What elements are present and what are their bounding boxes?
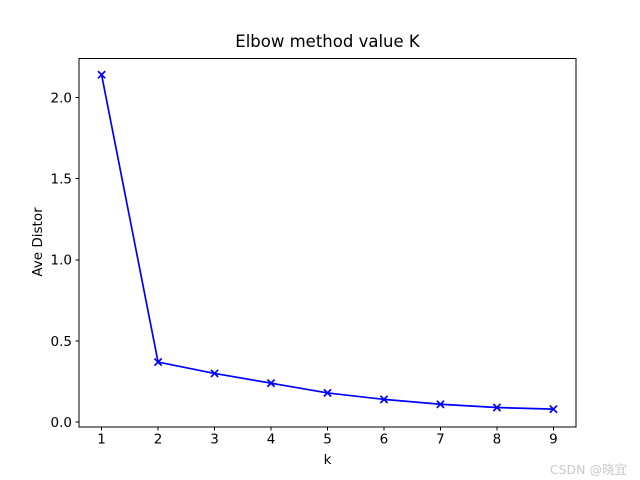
axes-frame <box>78 58 577 428</box>
x-axis-label: k <box>323 452 332 468</box>
y-tick-label: 1.0 <box>51 253 72 269</box>
x-tick-label: 4 <box>267 432 276 448</box>
x-marker-icon <box>153 357 163 367</box>
x-marker-icon <box>210 369 219 378</box>
x-marker-icon <box>97 70 106 79</box>
x-tick-label: 1 <box>97 432 106 448</box>
x-marker-icon <box>549 404 558 414</box>
y-tick-label: 2.0 <box>51 90 72 106</box>
x-tick-label: 2 <box>154 432 163 448</box>
x-marker-icon <box>266 378 276 388</box>
x-tick-label: 9 <box>549 432 558 448</box>
x-tick-label: 6 <box>380 432 389 448</box>
y-tick-label: 0.0 <box>51 415 72 431</box>
x-marker-icon <box>492 403 502 412</box>
x-marker-icon <box>436 400 445 409</box>
data-line <box>100 74 554 410</box>
x-tick-label: 3 <box>210 432 219 448</box>
x-marker-icon <box>379 395 389 404</box>
y-tick-label: 0.5 <box>51 334 72 350</box>
x-tick-label: 5 <box>323 432 332 448</box>
x-tick-label: 7 <box>436 432 445 448</box>
y-tick-label: 1.5 <box>51 171 72 187</box>
x-marker-icon <box>323 388 332 398</box>
chart-title: Elbow method value K <box>235 32 420 51</box>
x-tick-label: 8 <box>493 432 502 448</box>
watermark: CSDN @晓宜 <box>549 462 627 477</box>
